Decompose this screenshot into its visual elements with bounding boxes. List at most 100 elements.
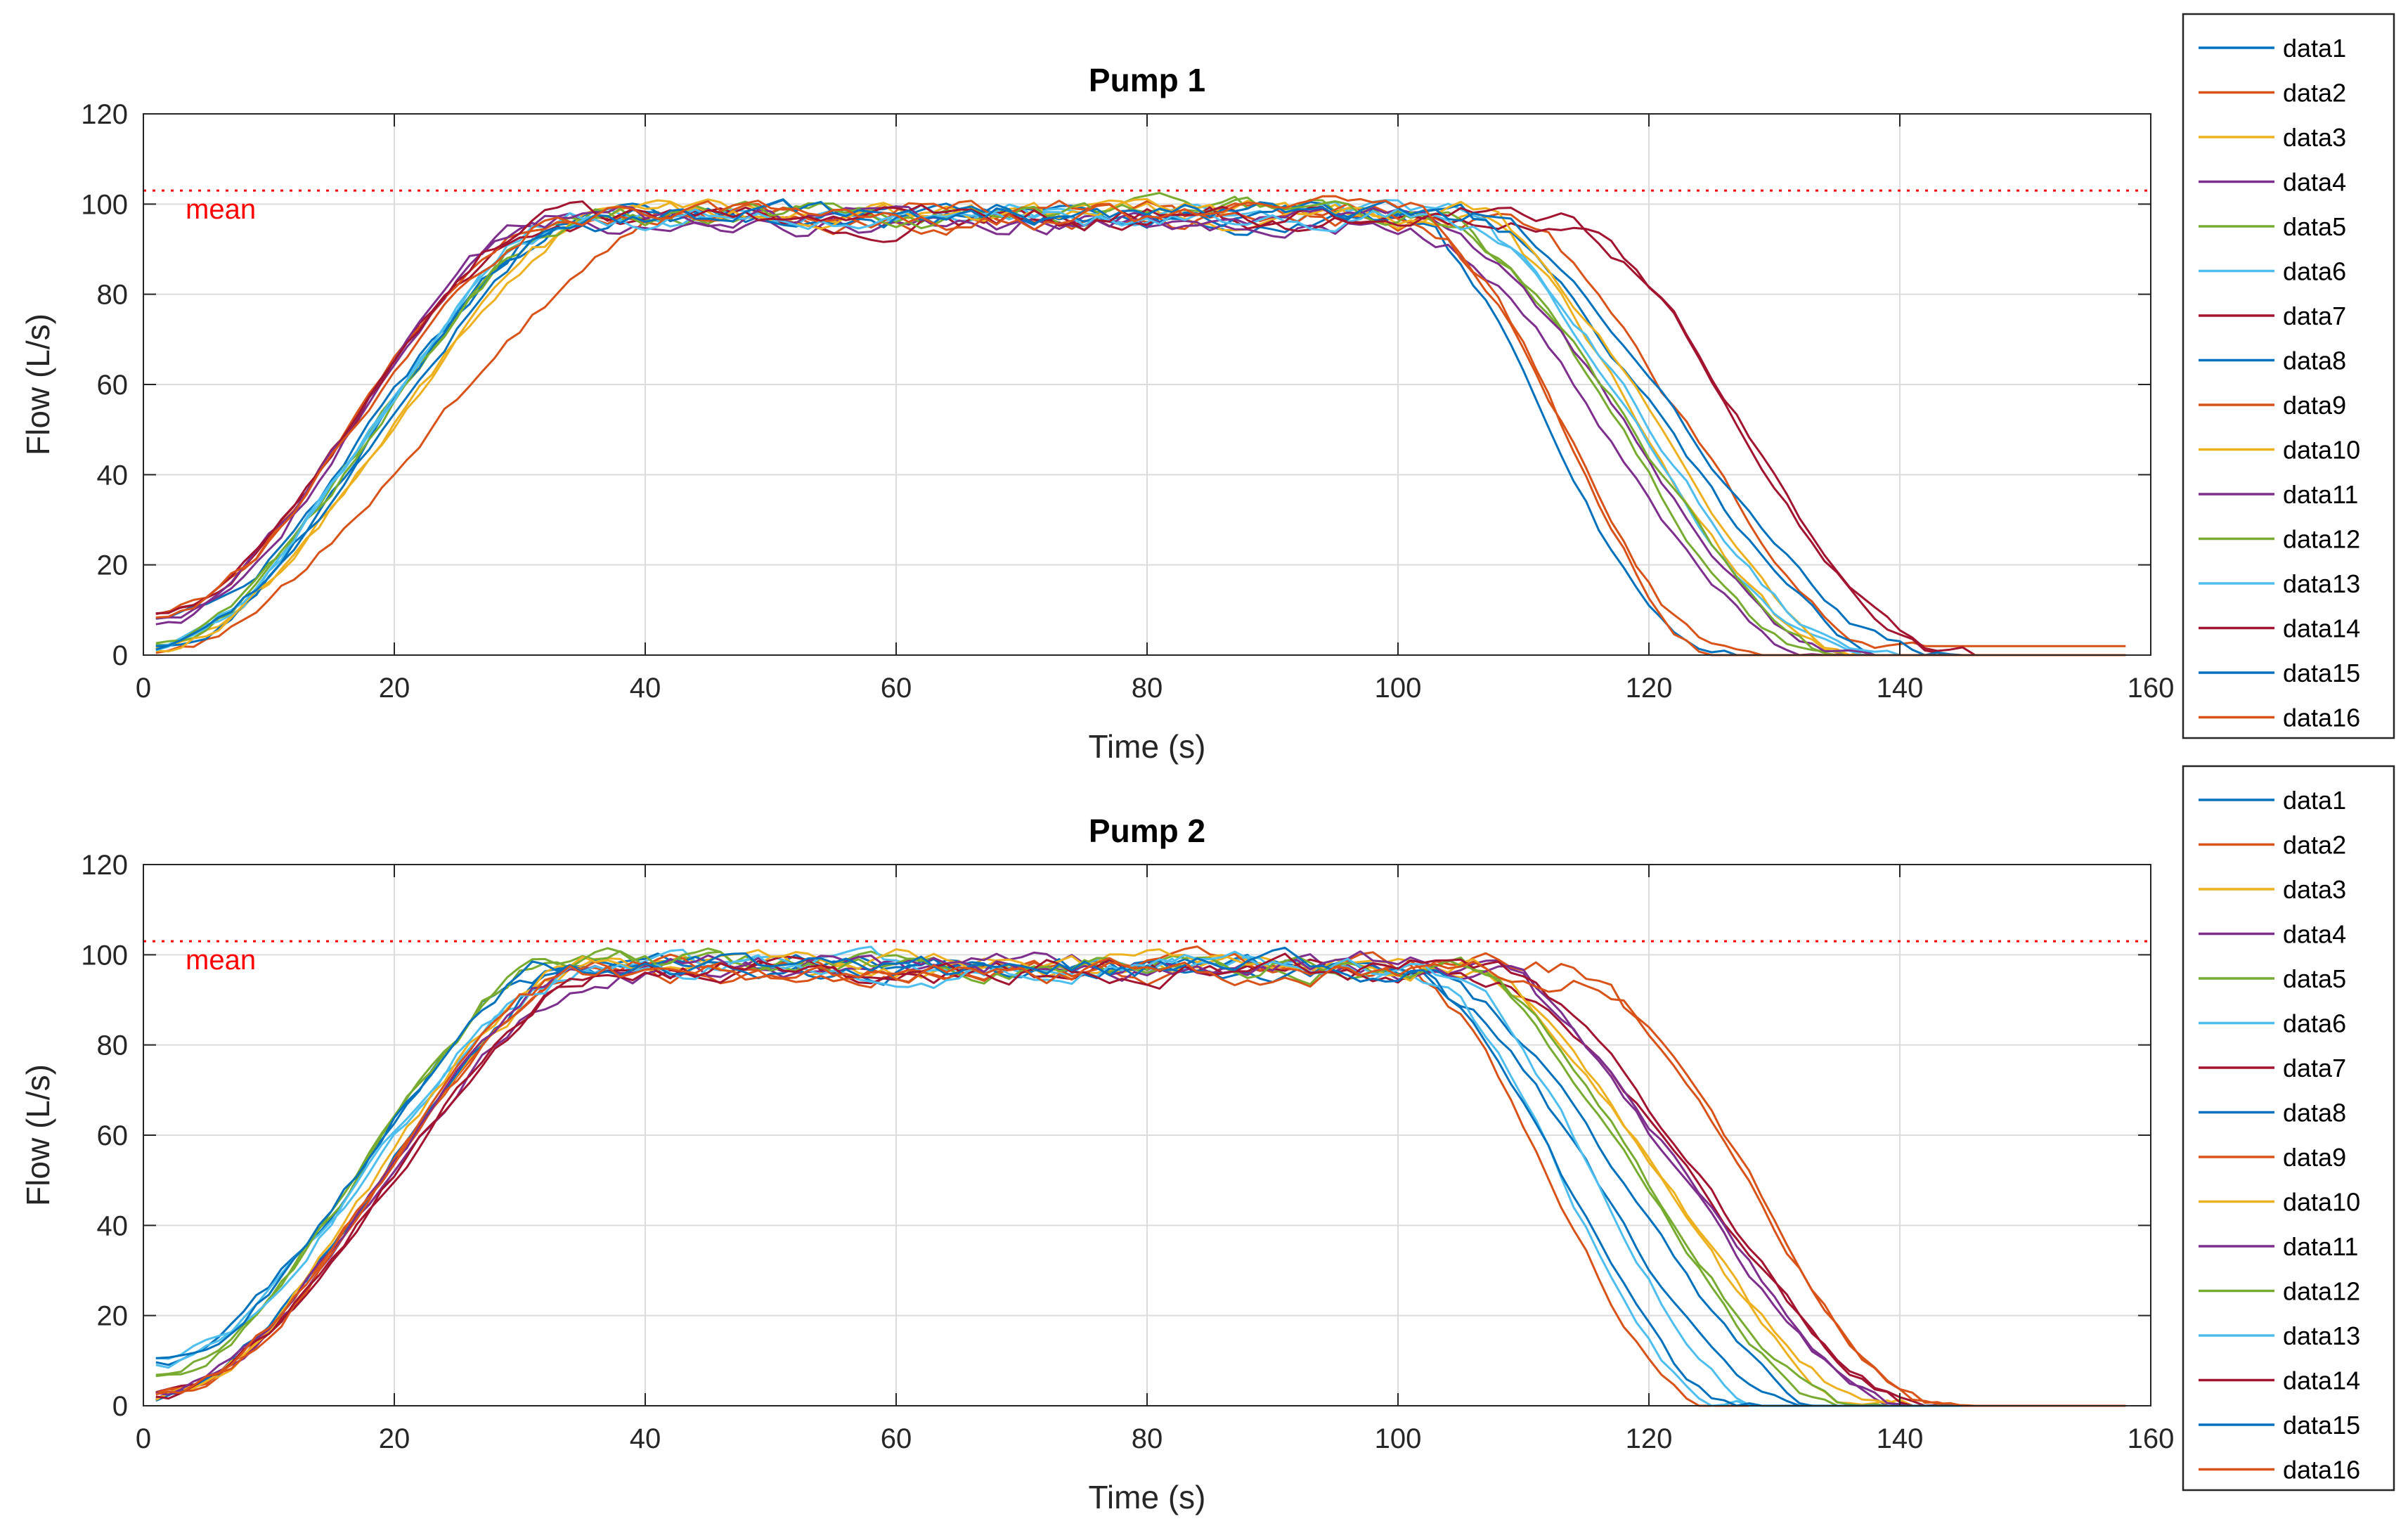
legend-items: data1 data2 data3 data4 data5 data6 data7 data8…	[2199, 34, 2360, 732]
x-tick-label: 100	[1375, 1423, 1422, 1454]
y-tick-label: 100	[81, 189, 128, 220]
x-tick-label: 80	[1132, 1423, 1163, 1454]
legend-label: data1	[2283, 786, 2346, 815]
y-axis-label: Flow (L/s)	[20, 313, 56, 455]
legend-entry[interactable]: data4	[2199, 168, 2346, 197]
legend-label: data13	[2283, 569, 2360, 598]
legend-label: data4	[2283, 920, 2346, 949]
y-tick-label: 120	[81, 850, 128, 881]
y-tick-label: 100	[81, 940, 128, 971]
legend-label: data7	[2283, 302, 2346, 330]
series-line-data5	[155, 192, 2126, 656]
x-tick-label: 60	[881, 1423, 912, 1454]
legend-entry[interactable]: data6	[2199, 257, 2346, 286]
legend-entry[interactable]: data15	[2199, 1411, 2360, 1440]
legend-label: data10	[2283, 1188, 2360, 1217]
x-tick-label: 160	[2128, 673, 2175, 704]
y-tick-label: 40	[97, 1210, 129, 1241]
legend-entry[interactable]: data6	[2199, 1009, 2346, 1038]
x-tick-label: 80	[1132, 673, 1163, 704]
series-line-data7	[155, 206, 2126, 656]
legend-entry[interactable]: data3	[2199, 875, 2346, 904]
legend-label: data3	[2283, 875, 2346, 904]
legend-label: data14	[2283, 1366, 2360, 1395]
x-axis-label: Time (s)	[1089, 728, 1206, 765]
x-tick-label: 140	[1877, 673, 1924, 704]
y-tick-label: 80	[97, 1030, 129, 1061]
x-tick-label: 100	[1375, 673, 1422, 704]
plot-title: Pump 2	[1089, 813, 1205, 849]
legend-entry[interactable]: data11	[2199, 1232, 2358, 1261]
legend-entry[interactable]: data11	[2199, 480, 2358, 509]
legend-entry[interactable]: data8	[2199, 1099, 2346, 1127]
legend-entry[interactable]: data14	[2199, 1366, 2360, 1395]
legend-label: data12	[2283, 525, 2360, 554]
legend[interactable]: data1 data2 data3 data4 data5 data6 data7 data8…	[2182, 765, 2395, 1492]
legend[interactable]: data1 data2 data3 data4 data5 data6 data7 data8…	[2182, 13, 2395, 739]
legend-label: data11	[2283, 1232, 2358, 1261]
series-line-data11	[155, 950, 2126, 1407]
x-tick-label: 140	[1877, 1423, 1924, 1454]
x-tick-label: 0	[136, 673, 151, 704]
legend-label: data12	[2283, 1277, 2360, 1306]
legend-entry[interactable]: data16	[2199, 1456, 2360, 1485]
legend-label: data4	[2283, 168, 2346, 197]
plot-title: Pump 1	[1089, 62, 1205, 98]
x-tick-label: 120	[1626, 1423, 1673, 1454]
y-tick-label: 120	[81, 99, 128, 130]
legend-entry[interactable]: data1	[2199, 786, 2346, 815]
axis-ticks: 0 20 40 60 80 100 120 140 160 0 20 40 60 80 100 120	[81, 99, 2174, 704]
legend-entry[interactable]: data15	[2199, 659, 2360, 687]
axis-ticks: 0 20 40 60 80 100 120 140 160 0 20 40 60 80 100 120	[81, 850, 2174, 1454]
legend-entry[interactable]: data13	[2199, 569, 2360, 598]
legend-entry[interactable]: data10	[2199, 436, 2360, 465]
y-axis-label: Flow (L/s)	[20, 1064, 56, 1206]
x-tick-label: 0	[136, 1423, 151, 1454]
legend-entry[interactable]: data13	[2199, 1321, 2360, 1350]
legend-entry[interactable]: data1	[2199, 34, 2346, 63]
legend-label: data5	[2283, 964, 2346, 993]
legend-label: data1	[2283, 34, 2346, 63]
legend-label: data9	[2283, 1143, 2346, 1172]
legend-label: data16	[2283, 704, 2360, 732]
x-tick-label: 20	[379, 1423, 410, 1454]
legend-entry[interactable]: data12	[2199, 525, 2360, 554]
legend-label: data2	[2283, 831, 2346, 860]
x-tick-label: 120	[1626, 673, 1673, 704]
series-layer	[155, 945, 2126, 1407]
series-line-data12	[155, 196, 2126, 656]
legend-entry[interactable]: data7	[2199, 302, 2346, 330]
series-line-data14	[155, 952, 2126, 1407]
legend-label: data9	[2283, 391, 2346, 420]
legend-label: data11	[2283, 480, 2358, 509]
legend-entry[interactable]: data7	[2199, 1054, 2346, 1082]
y-tick-label: 0	[112, 640, 128, 671]
legend-label: data3	[2283, 123, 2346, 152]
y-tick-label: 40	[97, 460, 129, 491]
legend-entry[interactable]: data2	[2199, 79, 2346, 108]
x-tick-label: 160	[2128, 1423, 2175, 1454]
mean-label: mean	[186, 945, 256, 976]
series-line-data16	[155, 957, 2126, 1407]
legend-entry[interactable]: data5	[2199, 212, 2346, 241]
legend-entry[interactable]: data4	[2199, 920, 2346, 949]
legend-entry[interactable]: data12	[2199, 1277, 2360, 1306]
pump2-plot: Pump 2 mean 0 20 40 60 80 100 120 140 160 0 20 40 60…	[20, 765, 2395, 1515]
series-line-data3	[155, 198, 2126, 656]
legend-entry[interactable]: data9	[2199, 1143, 2346, 1172]
legend-label: data15	[2283, 1411, 2360, 1440]
legend-label: data15	[2283, 659, 2360, 687]
legend-label: data8	[2283, 347, 2346, 375]
legend-entry[interactable]: data8	[2199, 347, 2346, 375]
y-tick-label: 20	[97, 550, 129, 581]
legend-entry[interactable]: data14	[2199, 614, 2360, 643]
legend-box	[2182, 765, 2395, 1492]
legend-entry[interactable]: data2	[2199, 831, 2346, 860]
legend-entry[interactable]: data3	[2199, 123, 2346, 152]
pump1-plot: Pump 1 mean 0 20 40 60 80 100 120 140 160 0 20 40 60…	[20, 13, 2395, 765]
legend-entry[interactable]: data16	[2199, 704, 2360, 732]
legend-entry[interactable]: data5	[2199, 964, 2346, 993]
legend-entry[interactable]: data9	[2199, 391, 2346, 420]
series-line-data13	[155, 207, 2126, 656]
legend-entry[interactable]: data10	[2199, 1188, 2360, 1217]
